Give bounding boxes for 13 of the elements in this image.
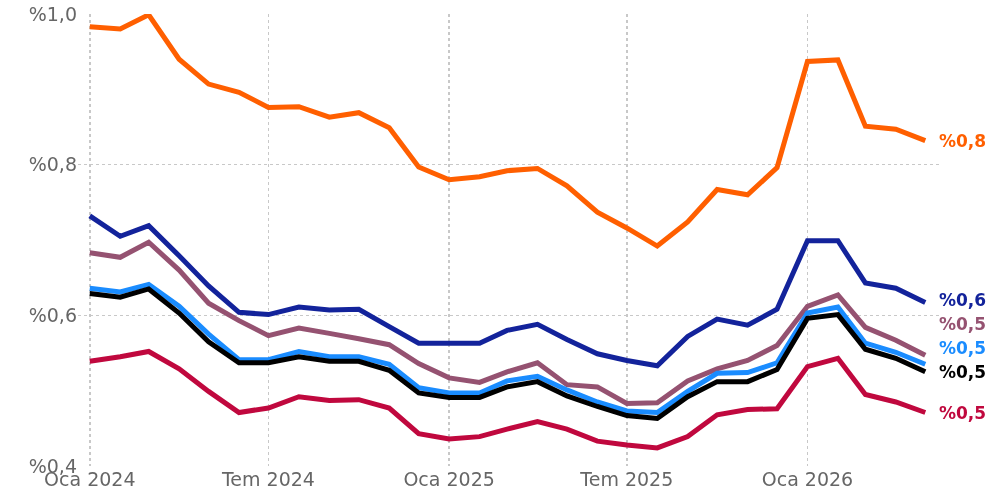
y-tick-label: %0,8 [28, 153, 77, 176]
x-tick-label: Oca 2026 [761, 468, 854, 490]
y-tick-label: %1,0 [28, 2, 77, 25]
y-tick-label: %0,6 [28, 303, 77, 326]
data-label: %0,5 [939, 362, 987, 382]
data-label: %0,5 [939, 314, 987, 334]
x-tick-label: Tem 2025 [579, 468, 674, 490]
x-tick-label: Tem 2024 [220, 468, 315, 490]
data-label: %0,8 [939, 131, 987, 151]
data-label: %0,5 [939, 403, 987, 423]
data-label: %0,5 [939, 338, 987, 358]
data-label: %0,6 [939, 290, 987, 310]
x-tick-label: Oca 2025 [403, 468, 495, 490]
